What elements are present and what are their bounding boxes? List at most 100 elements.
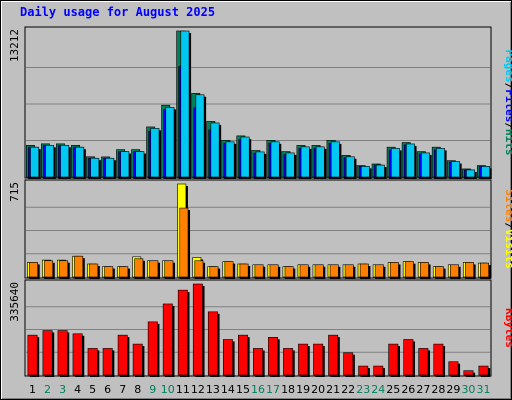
bar-sites-day-9 xyxy=(149,260,159,278)
legend-label-kbytes: KBytes xyxy=(503,308,512,348)
bar-kbytes-day-30 xyxy=(463,370,474,376)
bar-pages-day-19 xyxy=(300,146,310,178)
panel-pages-files-hits: 13212 Pages/Files/Hits xyxy=(8,26,512,179)
bar-sites-day-21 xyxy=(329,264,339,278)
bar-sites-day-7 xyxy=(119,266,129,278)
bar-kbytes-day-4 xyxy=(72,333,83,376)
legend-label-separator: / xyxy=(503,222,512,229)
bar-sites-day-13 xyxy=(209,266,219,278)
day-label-4: 4 xyxy=(74,383,81,396)
bar-sites-day-23 xyxy=(359,263,369,278)
bar-pages-day-4 xyxy=(75,146,85,178)
bar-pages-day-23 xyxy=(360,166,370,178)
y-max-label: 13212 xyxy=(8,29,21,62)
bar-kbytes-day-25 xyxy=(388,343,399,376)
bar-kbytes-day-17 xyxy=(268,337,278,376)
bar-pages-day-18 xyxy=(285,152,295,178)
bar-sites-day-30 xyxy=(465,262,474,278)
bar-sites-day-28 xyxy=(435,266,444,278)
bar-sites-day-1 xyxy=(29,262,39,278)
bar-kbytes-day-23 xyxy=(358,365,369,376)
legend-kbytes: KBytes xyxy=(503,308,512,348)
bar-kbytes-day-1 xyxy=(27,334,38,376)
bar-kbytes-day-2 xyxy=(42,330,53,376)
bar-pages-day-20 xyxy=(315,146,325,178)
bar-pages-day-10 xyxy=(165,107,175,178)
bar-kbytes-day-29 xyxy=(448,361,459,376)
bar-sites-day-3 xyxy=(59,260,69,278)
x-axis-day-labels: 1 2 3 4 5 6 7 8 9 10 11 12 13 14 15 16 17 18 19 20 21 22 23 24 2… xyxy=(29,383,490,396)
bar-pages-day-31 xyxy=(481,166,491,178)
bar-pages-day-3 xyxy=(60,144,70,178)
day-label-15: 15 xyxy=(236,383,250,396)
bar-kbytes-day-5 xyxy=(87,348,98,376)
day-label-3: 3 xyxy=(59,383,66,396)
legend-label-pages: Pages xyxy=(503,50,512,83)
bar-pages-day-12 xyxy=(195,94,205,178)
chart-title: Daily usage for August 2025 xyxy=(20,5,215,19)
day-label-20: 20 xyxy=(311,383,325,396)
y-max-label: 335640 xyxy=(8,282,21,322)
bar-kbytes-day-8 xyxy=(132,343,143,376)
bar-kbytes-day-10 xyxy=(162,303,173,376)
bar-pages-day-25 xyxy=(390,148,400,178)
bar-pages-day-9 xyxy=(150,128,160,178)
day-label-25: 25 xyxy=(386,383,400,396)
bar-sites-day-24 xyxy=(374,264,384,278)
legend-pages-files-hits: Pages/Files/Hits xyxy=(503,50,512,156)
bar-sites-day-10 xyxy=(164,260,174,278)
day-label-19: 19 xyxy=(296,383,310,396)
day-label-6: 6 xyxy=(104,383,111,396)
bar-kbytes-day-7 xyxy=(117,334,128,376)
day-label-2: 2 xyxy=(44,383,51,396)
bar-pages-day-22 xyxy=(345,156,355,178)
bar-pages-day-5 xyxy=(90,157,100,178)
bar-sites-day-19 xyxy=(299,264,309,278)
bar-pages-day-11 xyxy=(180,30,190,178)
bar-pages-day-30 xyxy=(466,169,475,178)
legend-label-files: Files xyxy=(503,89,512,122)
day-label-16: 16 xyxy=(251,383,265,396)
bar-sites-day-17 xyxy=(269,264,279,278)
bar-pages-day-8 xyxy=(135,151,145,178)
bar-sites-day-15 xyxy=(239,263,249,278)
legend-label-separator: / xyxy=(503,83,512,90)
bar-kbytes-day-18 xyxy=(283,348,294,376)
bar-pages-day-29 xyxy=(451,161,460,178)
day-label-21: 21 xyxy=(326,383,340,396)
bar-sites-day-31 xyxy=(480,262,489,278)
bar-kbytes-day-13 xyxy=(207,311,218,376)
bar-pages-day-28 xyxy=(436,148,445,178)
day-label-13: 13 xyxy=(206,383,220,396)
day-label-30: 30 xyxy=(461,383,475,396)
day-label-11: 11 xyxy=(176,383,190,396)
bar-kbytes-day-31 xyxy=(478,365,489,376)
bar-sites-day-11 xyxy=(179,207,189,278)
bar-pages-day-27 xyxy=(421,152,430,178)
chart-panels: 13212Pages/Files/Hits715Sites/Visits3356… xyxy=(8,26,512,377)
bar-pages-day-15 xyxy=(240,136,250,178)
legend-sites-visits: Sites/Visits xyxy=(503,189,512,269)
bar-kbytes-day-6 xyxy=(102,348,113,376)
bar-kbytes-day-26 xyxy=(403,339,414,376)
day-label-14: 14 xyxy=(221,383,235,396)
bar-kbytes-day-24 xyxy=(373,365,384,376)
bar-kbytes-day-12 xyxy=(192,283,203,376)
day-label-31: 31 xyxy=(476,383,490,396)
bar-kbytes-day-14 xyxy=(222,339,233,376)
bar-kbytes-day-3 xyxy=(57,330,68,376)
bar-sites-day-16 xyxy=(254,264,264,278)
bar-sites-day-27 xyxy=(419,262,429,278)
bar-pages-day-7 xyxy=(120,151,130,178)
day-label-1: 1 xyxy=(29,383,36,396)
day-label-8: 8 xyxy=(134,383,141,396)
bar-kbytes-day-11 xyxy=(177,289,188,376)
bar-sites-day-4 xyxy=(74,255,84,278)
bar-kbytes-day-27 xyxy=(418,348,429,376)
bar-sites-day-12 xyxy=(194,260,204,278)
day-label-5: 5 xyxy=(89,383,96,396)
bar-sites-day-25 xyxy=(389,262,399,278)
bar-pages-day-21 xyxy=(330,141,340,178)
day-label-17: 17 xyxy=(266,383,280,396)
